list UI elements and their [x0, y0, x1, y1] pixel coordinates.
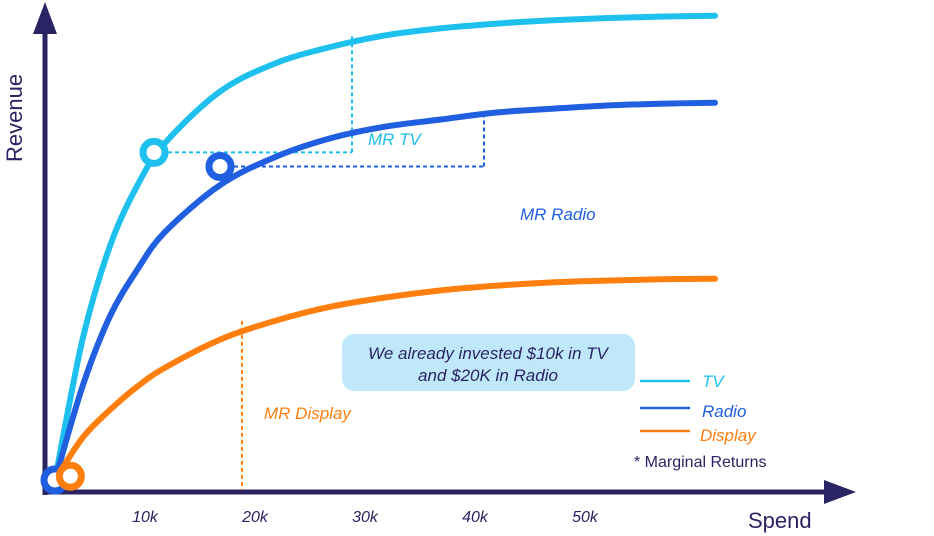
legend-label-tv: TV	[702, 372, 725, 391]
footnote: * Marginal Returns	[634, 454, 767, 471]
marginal-return-lines	[154, 35, 485, 490]
x-tick-label: 40k	[462, 509, 489, 526]
y-axis-title: Revenue	[2, 74, 27, 162]
x-axis-title: Spend	[748, 508, 812, 533]
x-tick-label: 10k	[132, 509, 159, 526]
x-tick-label: 20k	[241, 509, 269, 526]
marker-display-3	[55, 461, 85, 491]
legend-label-display: Display	[700, 426, 757, 445]
mr-display-label: MR Display	[264, 404, 352, 423]
x-axis-arrow	[824, 480, 856, 504]
x-tick-label: 30k	[352, 509, 379, 526]
series-line-radio	[52, 99, 718, 483]
mr-tv-label: MR TV	[368, 130, 423, 149]
callout-line-2: and $20K in Radio	[418, 366, 558, 385]
callout-box	[342, 334, 635, 391]
marker-tv-0	[139, 137, 169, 167]
x-tick-label: 50k	[572, 509, 599, 526]
mr-radio-label: MR Radio	[520, 205, 596, 224]
legend-label-radio: Radio	[702, 402, 746, 421]
x-tick-labels: 10k 20k 30k 40k 50k	[132, 509, 599, 526]
y-axis-arrow	[33, 2, 57, 34]
series-markers	[40, 137, 235, 495]
series-line-tv	[52, 12, 718, 483]
legend: TV Radio Display	[640, 372, 757, 445]
series-line-display	[52, 275, 718, 483]
series-curves	[52, 12, 718, 483]
callout-line-1: We already invested $10k in TV	[368, 344, 609, 363]
marker-radio-1	[205, 151, 235, 181]
